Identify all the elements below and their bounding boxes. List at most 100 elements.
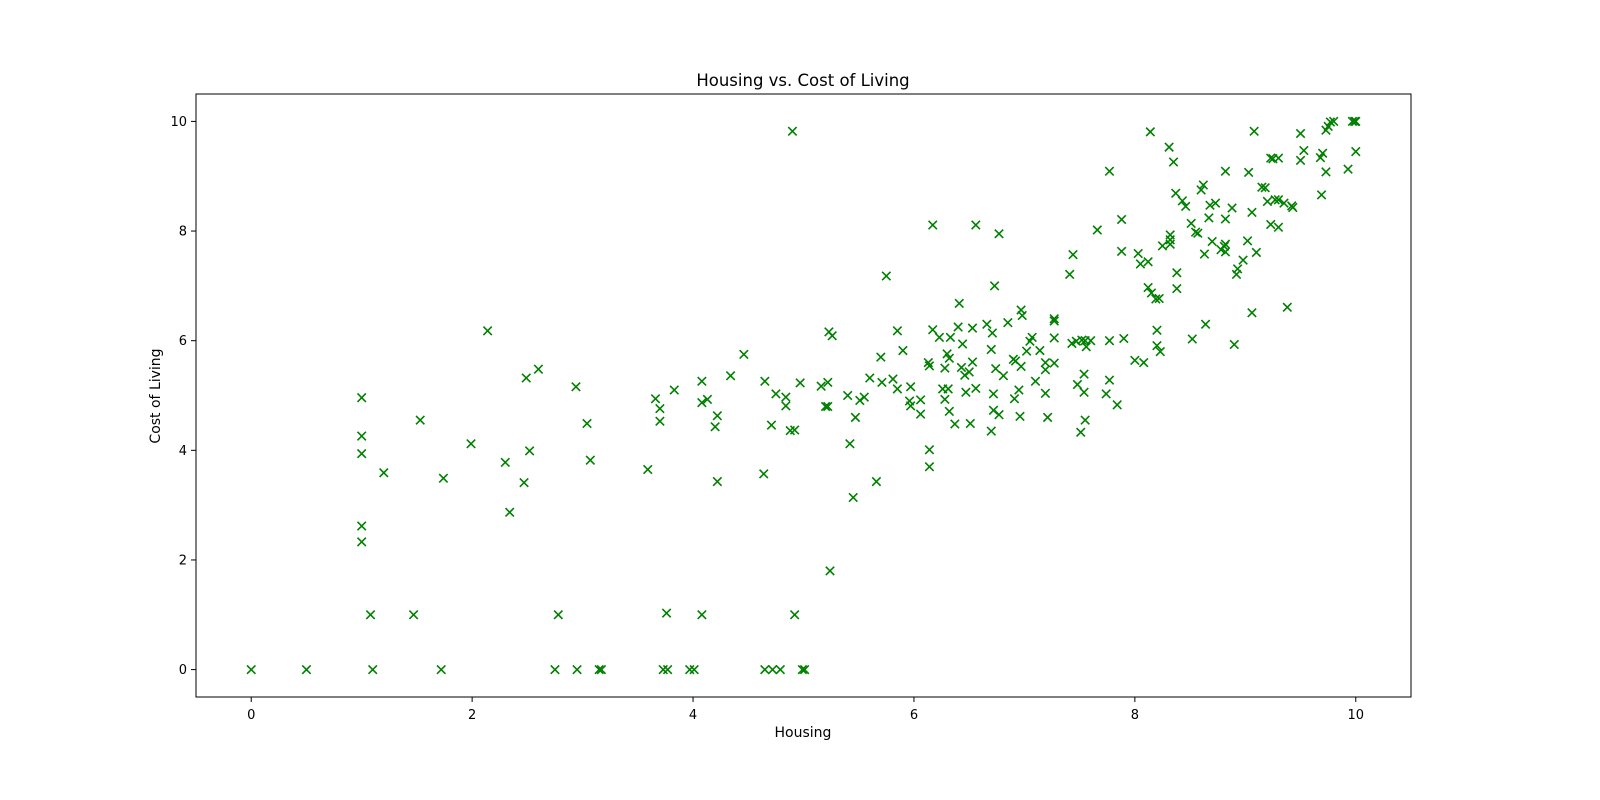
data-point [1273, 222, 1284, 232]
data-point [1049, 333, 1059, 343]
data-point [1104, 335, 1115, 346]
data-point [702, 394, 713, 405]
data-point [944, 406, 955, 417]
data-point [1009, 394, 1020, 404]
data-point [990, 363, 1001, 374]
data-point [927, 220, 938, 230]
data-point [650, 394, 661, 404]
data-point [823, 377, 833, 388]
data-point [1130, 355, 1140, 366]
data-point [799, 664, 810, 675]
data-point [775, 664, 786, 675]
data-point [1205, 200, 1215, 211]
data-point [1325, 117, 1336, 127]
data-point [986, 426, 997, 436]
data-point [924, 461, 935, 472]
data-point [712, 476, 723, 487]
data-point [1351, 116, 1361, 127]
data-point [1080, 415, 1090, 425]
data-point [1273, 195, 1284, 205]
data-point [924, 361, 935, 371]
data-point [827, 330, 837, 341]
data-point [956, 362, 967, 373]
data-point [1193, 228, 1203, 239]
data-point [436, 664, 446, 675]
data-point [1040, 357, 1051, 368]
data-point [1157, 241, 1168, 251]
data-point [1207, 236, 1217, 247]
data-point [945, 332, 956, 343]
x-tick-label: 10 [1347, 708, 1364, 723]
data-point [881, 271, 892, 281]
data-point [1260, 182, 1270, 193]
x-tick-label: 2 [468, 708, 476, 723]
data-point [1273, 153, 1284, 163]
data-point [865, 373, 875, 383]
data-point [797, 664, 808, 675]
data-point [739, 349, 749, 360]
data-point [1321, 167, 1331, 177]
data-point [504, 507, 515, 518]
data-point [356, 392, 367, 403]
data-point [1180, 201, 1191, 212]
data-point [572, 664, 582, 675]
data-point [1030, 376, 1041, 387]
data-point [658, 664, 668, 675]
data-point [905, 401, 916, 411]
data-point [1104, 375, 1115, 385]
data-point [1328, 116, 1339, 127]
data-point [1220, 214, 1231, 224]
data-point [379, 468, 389, 478]
data-point [1172, 267, 1182, 278]
data-point [1295, 128, 1306, 139]
data-point [1133, 248, 1143, 259]
data-point [655, 416, 665, 427]
data-point [915, 395, 926, 405]
data-point [848, 492, 858, 503]
data-point [1165, 230, 1175, 240]
data-point [1168, 157, 1179, 167]
data-point [1172, 283, 1182, 294]
data-point [1014, 385, 1024, 395]
data-point [823, 401, 833, 412]
data-point [408, 610, 419, 620]
data-point [594, 664, 604, 675]
data-point [954, 298, 965, 309]
data-point [1265, 153, 1276, 163]
data-point [482, 326, 493, 336]
data-point [1351, 146, 1361, 157]
data-point [859, 392, 870, 402]
data-point [1199, 249, 1210, 259]
data-point [1079, 387, 1089, 397]
data-point [710, 421, 720, 432]
y-tick-label: 8 [179, 225, 187, 240]
data-point [1170, 188, 1181, 198]
data-point [964, 367, 974, 377]
data-point [1049, 316, 1059, 326]
data-point [1220, 166, 1231, 177]
data-point [1282, 302, 1293, 313]
data-point [655, 403, 665, 414]
data-point [944, 353, 955, 363]
data-point [1143, 282, 1153, 293]
data-point [1316, 190, 1327, 200]
data-point [1232, 264, 1243, 274]
data-point [571, 381, 581, 392]
data-point [1186, 218, 1196, 229]
data-point [789, 610, 800, 620]
data-point [415, 415, 425, 425]
data-point [1196, 185, 1206, 195]
data-point [994, 229, 1004, 239]
data-point [1112, 400, 1122, 410]
data-point [1079, 369, 1089, 379]
data-point [1164, 142, 1174, 152]
data-point [553, 610, 564, 620]
data-point [356, 431, 367, 441]
data-point [1003, 317, 1013, 328]
data-point [940, 394, 950, 405]
data-point [771, 389, 781, 399]
data-point [934, 332, 945, 343]
data-point [1299, 145, 1309, 156]
data-point [697, 397, 707, 408]
